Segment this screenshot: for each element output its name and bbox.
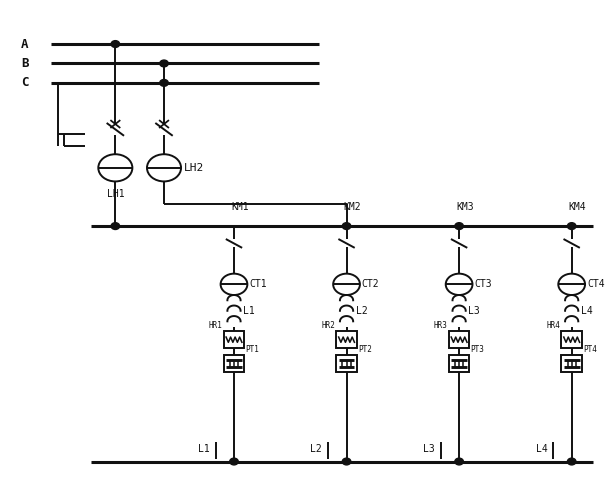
Circle shape (111, 41, 120, 48)
Bar (561, 331, 582, 349)
Text: HR4: HR4 (546, 321, 560, 330)
Bar (449, 355, 470, 372)
Text: KM2: KM2 (343, 201, 361, 212)
Text: CT4: CT4 (587, 279, 605, 289)
Bar (449, 331, 470, 349)
Text: PT4: PT4 (583, 345, 597, 354)
Text: LH1: LH1 (106, 189, 124, 199)
Text: CT1: CT1 (249, 279, 267, 289)
Text: A: A (21, 37, 28, 51)
Text: B: B (21, 57, 28, 70)
Text: CT2: CT2 (362, 279, 379, 289)
Text: KM3: KM3 (456, 201, 473, 212)
Circle shape (230, 458, 238, 465)
Text: PT1: PT1 (246, 345, 260, 354)
Circle shape (111, 223, 120, 229)
Circle shape (160, 60, 168, 67)
Text: LH2: LH2 (184, 163, 204, 173)
Text: L1: L1 (198, 444, 209, 454)
Circle shape (342, 458, 351, 465)
Text: L2: L2 (311, 444, 322, 454)
Text: L2: L2 (356, 306, 367, 316)
Circle shape (567, 223, 576, 229)
Text: L3: L3 (468, 306, 480, 316)
Text: L1: L1 (243, 306, 255, 316)
Circle shape (160, 80, 168, 86)
Text: L3: L3 (423, 444, 435, 454)
Text: L4: L4 (581, 306, 593, 316)
Circle shape (455, 458, 464, 465)
Bar (223, 355, 244, 372)
Circle shape (455, 223, 464, 229)
Text: PT2: PT2 (358, 345, 372, 354)
Bar (336, 331, 357, 349)
Text: KM1: KM1 (231, 201, 249, 212)
Text: L4: L4 (535, 444, 547, 454)
Text: PT3: PT3 (471, 345, 484, 354)
Bar (223, 331, 244, 349)
Text: HR3: HR3 (433, 321, 448, 330)
Circle shape (567, 458, 576, 465)
Text: C: C (21, 77, 28, 89)
Text: HR2: HR2 (321, 321, 335, 330)
Bar (336, 355, 357, 372)
Text: KM4: KM4 (569, 201, 586, 212)
Text: CT3: CT3 (475, 279, 492, 289)
Circle shape (342, 223, 351, 229)
Text: HR1: HR1 (209, 321, 222, 330)
Bar (561, 355, 582, 372)
